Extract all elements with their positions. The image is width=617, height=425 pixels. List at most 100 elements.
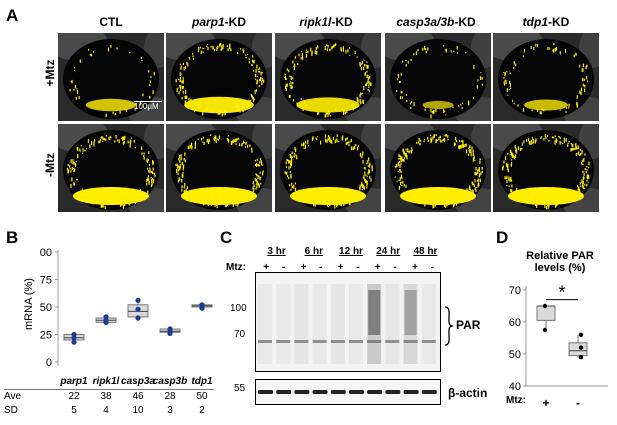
par-band bbox=[330, 340, 345, 343]
actin-band bbox=[294, 390, 310, 394]
par-lane bbox=[385, 284, 400, 364]
eye-image-plus-mtz-0 bbox=[58, 33, 164, 121]
eye-image-minus-mtz-1 bbox=[166, 124, 272, 212]
panel-b-ylabel: mRNA (%) bbox=[23, 278, 35, 330]
table-sd-tdp1: 2 bbox=[199, 405, 205, 416]
actin-band bbox=[403, 390, 419, 394]
table-ave-label: Ave bbox=[4, 391, 22, 402]
mrna-box-chart: 0 25 50 75 100 bbox=[40, 247, 213, 369]
marker-70: 70 bbox=[234, 329, 246, 340]
data-point bbox=[578, 345, 584, 350]
par-band bbox=[403, 340, 418, 343]
ytick-label: 100 bbox=[40, 247, 52, 259]
column-title-ctl: CTL bbox=[99, 15, 123, 29]
data-point bbox=[167, 326, 173, 332]
eye-image-plus-mtz-4 bbox=[493, 33, 599, 121]
data-point bbox=[135, 315, 141, 321]
table-gene-tdp1: tdp1 bbox=[191, 376, 213, 387]
eye-image-minus-mtz-4 bbox=[493, 124, 599, 212]
box-tdp1 bbox=[191, 302, 213, 311]
data-point bbox=[578, 355, 584, 360]
box-casp3b bbox=[159, 326, 181, 336]
eye-image-plus-mtz-2 bbox=[275, 33, 381, 121]
panel-d-mtz-label: Mtz: bbox=[506, 395, 526, 406]
panel-d-letter: D bbox=[496, 228, 509, 247]
par-lane bbox=[349, 284, 363, 364]
table-sd-casp3b: 3 bbox=[167, 405, 173, 416]
lane-sign: - bbox=[281, 262, 286, 273]
data-point bbox=[103, 314, 109, 320]
eye-image-minus-mtz-0 bbox=[58, 124, 164, 212]
timepoint-1: 6 hr bbox=[304, 246, 323, 257]
box-body bbox=[568, 342, 588, 357]
lane-sign: - bbox=[319, 262, 323, 273]
lane-sign: - bbox=[356, 262, 360, 273]
actin-band bbox=[349, 390, 364, 394]
panel-c-letter: C bbox=[220, 228, 233, 247]
lane-sign: - bbox=[430, 262, 435, 273]
table-ave-casp3a: 46 bbox=[132, 391, 144, 402]
ytick-label: 50 bbox=[40, 302, 52, 314]
column-title-casp3: casp3a/3b-KD bbox=[396, 15, 476, 29]
table-ave-tdp1: 50 bbox=[196, 391, 208, 402]
box-mtz-minus bbox=[568, 332, 588, 360]
eye-image-plus-mtz-3 bbox=[385, 33, 491, 121]
par-box-chart: 70 60 50 40 + - * bbox=[509, 283, 608, 410]
par-band bbox=[349, 340, 363, 343]
par-lane bbox=[294, 284, 309, 364]
actin-band bbox=[330, 390, 346, 394]
lane-sign: + bbox=[263, 262, 270, 273]
par-band bbox=[367, 340, 382, 343]
box-mtz-plus bbox=[536, 303, 556, 333]
lane-sign: + bbox=[374, 262, 381, 273]
par-band bbox=[385, 340, 400, 343]
lane-sign: + bbox=[412, 262, 418, 273]
par-band bbox=[312, 340, 327, 343]
marker-100: 100 bbox=[230, 303, 247, 314]
data-point bbox=[135, 306, 141, 312]
par-lane bbox=[403, 284, 418, 364]
par-smear bbox=[368, 290, 381, 335]
table-ave-ripk1l: 38 bbox=[100, 391, 112, 402]
data-point bbox=[542, 327, 548, 333]
eye-image-plus-mtz-1 bbox=[166, 33, 272, 121]
data-point bbox=[71, 331, 77, 338]
column-title-tdp1: tdp1-KD bbox=[522, 15, 570, 29]
par-lane bbox=[276, 284, 291, 364]
box-casp3a bbox=[127, 297, 149, 322]
data-point bbox=[71, 339, 77, 345]
ytick-label: 25 bbox=[40, 330, 52, 342]
ytick-label: 60 bbox=[509, 317, 521, 329]
par-label: PAR bbox=[456, 318, 481, 332]
actin-band bbox=[258, 390, 273, 394]
row-label-plus-mtz: +Mtz bbox=[43, 59, 57, 87]
par-lane bbox=[312, 284, 327, 364]
par-bracket bbox=[444, 306, 454, 346]
lane-sign: + bbox=[337, 262, 344, 273]
actin-label: β-actin bbox=[448, 386, 488, 400]
column-title-parp1: parp1-KD bbox=[191, 15, 246, 29]
scale-bar bbox=[134, 101, 162, 102]
par-lane bbox=[258, 284, 272, 364]
data-point bbox=[578, 332, 584, 337]
column-title-ripk1l: ripk1l-KD bbox=[299, 15, 353, 29]
panel-d-title: Relative PAR levels (%) bbox=[526, 250, 594, 274]
table-gene-casp3a: casp3a bbox=[121, 376, 155, 387]
ytick-label: 0 bbox=[46, 357, 52, 369]
box-parp1 bbox=[63, 331, 85, 345]
timepoint-4: 48 hr bbox=[413, 246, 438, 257]
box-ripk1l bbox=[95, 314, 117, 325]
timepoint-3: 24 hr bbox=[376, 246, 401, 257]
ytick-label: 50 bbox=[509, 349, 521, 361]
table-sd-parp1: 5 bbox=[71, 405, 77, 416]
western-mtz-label: Mtz: bbox=[226, 262, 246, 273]
actin-band bbox=[421, 390, 437, 394]
timepoint-2: 12 hr bbox=[339, 246, 363, 257]
x-label: - bbox=[576, 396, 580, 410]
table-ave-parp1: 22 bbox=[68, 391, 80, 402]
lane-sign: + bbox=[300, 262, 307, 273]
panel-a-letter: A bbox=[6, 6, 19, 25]
eye-image-minus-mtz-2 bbox=[275, 124, 381, 212]
table-divider bbox=[4, 389, 214, 390]
marker-55: 55 bbox=[234, 383, 246, 394]
